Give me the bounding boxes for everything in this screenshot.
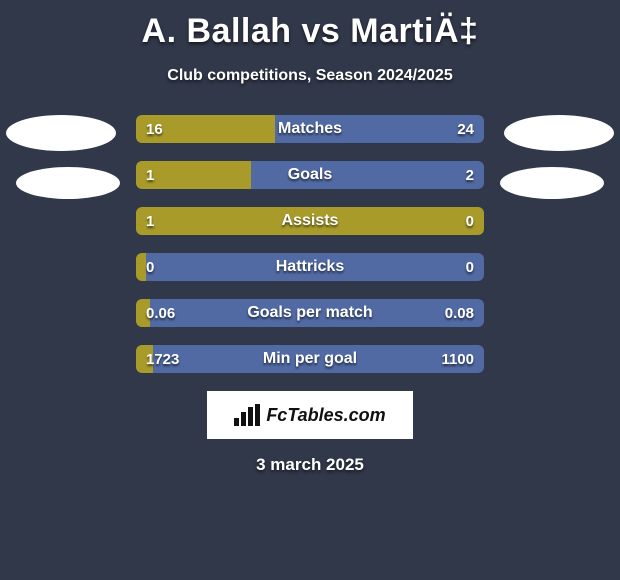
- bar-right-fill: [251, 161, 484, 189]
- bar-row: 17231100Min per goal: [136, 345, 484, 373]
- team-logo-right-2: [500, 167, 604, 199]
- bars-container: 1624Matches12Goals10Assists00Hattricks0.…: [136, 115, 484, 373]
- bars-icon: [234, 404, 260, 426]
- page-title: A. Ballah vs MartiÄ‡: [0, 12, 620, 51]
- bar-left-value: 0: [136, 253, 164, 281]
- bar-left-value: 1: [136, 207, 164, 235]
- bar-right-value: 1100: [431, 345, 484, 373]
- team-logo-right-1: [504, 115, 614, 151]
- bar-right-value: 2: [456, 161, 484, 189]
- bar-left-value: 1723: [136, 345, 189, 373]
- bar-row: 10Assists: [136, 207, 484, 235]
- footer-date: 3 march 2025: [0, 455, 620, 475]
- team-logo-left-1: [6, 115, 116, 151]
- bar-row: 0.060.08Goals per match: [136, 299, 484, 327]
- bar-left-fill: [136, 207, 407, 235]
- branding-text: FcTables.com: [266, 405, 385, 426]
- bar-right-fill: [146, 253, 484, 281]
- bar-row: 12Goals: [136, 161, 484, 189]
- bar-right-value: 0: [456, 207, 484, 235]
- bar-left-value: 0.06: [136, 299, 185, 327]
- branding-badge: FcTables.com: [207, 391, 413, 439]
- bar-right-value: 24: [447, 115, 484, 143]
- bar-row: 1624Matches: [136, 115, 484, 143]
- page-subtitle: Club competitions, Season 2024/2025: [0, 67, 620, 85]
- bar-row: 00Hattricks: [136, 253, 484, 281]
- bar-left-value: 16: [136, 115, 173, 143]
- bar-right-value: 0: [456, 253, 484, 281]
- comparison-chart: 1624Matches12Goals10Assists00Hattricks0.…: [0, 115, 620, 373]
- bar-right-value: 0.08: [435, 299, 484, 327]
- bar-left-value: 1: [136, 161, 164, 189]
- team-logo-left-2: [16, 167, 120, 199]
